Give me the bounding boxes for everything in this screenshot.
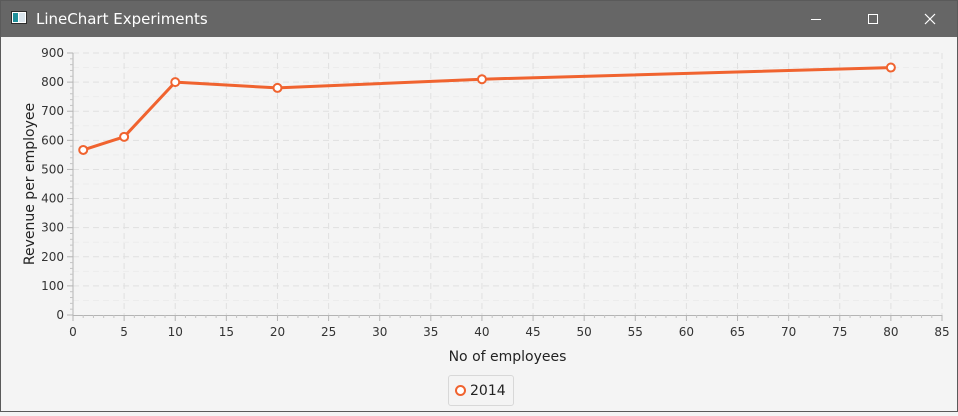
x-tick-label: 85 xyxy=(934,325,949,339)
y-axis-label: Revenue per employee xyxy=(22,103,38,265)
series-2014 xyxy=(78,62,896,155)
x-tick-label: 65 xyxy=(730,325,745,339)
x-axis-label: No of employees xyxy=(449,349,567,365)
x-tick-label: 15 xyxy=(219,325,234,339)
chart-svg: 0 100 200 300 400 500 600 700 800 900 0 5 10 15 20 25 30… xyxy=(22,46,950,365)
x-tick-label: 45 xyxy=(525,325,540,339)
x-tick-label: 35 xyxy=(423,325,438,339)
x-tick-label: 50 xyxy=(577,325,592,339)
close-button[interactable] xyxy=(901,1,958,37)
y-tick-label: 700 xyxy=(41,104,64,118)
x-tick-label: 70 xyxy=(781,325,796,339)
x-tick-label: 25 xyxy=(321,325,336,339)
y-tick-label: 500 xyxy=(41,162,64,176)
y-tick-label: 900 xyxy=(41,46,64,60)
data-point xyxy=(170,77,181,88)
x-tick-label: 5 xyxy=(120,325,128,339)
x-tick-label: 40 xyxy=(474,325,489,339)
data-point xyxy=(476,74,487,85)
data-point xyxy=(272,82,283,93)
y-tick-label: 300 xyxy=(41,221,64,235)
x-tick-label: 20 xyxy=(270,325,285,339)
x-tick-label: 10 xyxy=(168,325,183,339)
x-tick-label: 30 xyxy=(372,325,387,339)
app-icon xyxy=(11,11,27,24)
y-tick-label: 800 xyxy=(41,75,64,89)
line-chart: 0 100 200 300 400 500 600 700 800 900 0 5 10 15 20 25 30… xyxy=(1,37,957,412)
y-tick-label: 0 xyxy=(56,308,64,322)
data-point xyxy=(78,144,89,155)
minimize-icon xyxy=(810,19,821,20)
chart-legend: 2014 xyxy=(448,375,514,406)
y-tick-label: 200 xyxy=(41,250,64,264)
y-tick-label: 400 xyxy=(41,192,64,206)
maximize-button[interactable] xyxy=(844,1,901,37)
data-point xyxy=(885,62,896,73)
axes: 0 100 200 300 400 500 600 700 800 900 0 5 10 15 20 25 30… xyxy=(41,46,950,339)
x-tick-label: 80 xyxy=(883,325,898,339)
y-tick-label: 600 xyxy=(41,133,64,147)
grid xyxy=(73,52,943,315)
legend-label: 2014 xyxy=(470,382,506,399)
legend-symbol-icon xyxy=(455,385,466,396)
maximize-icon xyxy=(867,14,878,24)
x-tick-label: 60 xyxy=(679,325,694,339)
window-title: LineChart Experiments xyxy=(36,10,208,28)
x-tick-label: 0 xyxy=(69,325,77,339)
close-icon xyxy=(924,13,935,25)
minimize-button[interactable] xyxy=(787,1,844,37)
title-bar[interactable]: LineChart Experiments xyxy=(1,1,957,37)
y-tick-label: 100 xyxy=(41,279,64,293)
series-line xyxy=(81,66,893,152)
x-tick-label: 75 xyxy=(832,325,847,339)
x-tick-label: 55 xyxy=(628,325,643,339)
data-point xyxy=(119,131,130,142)
